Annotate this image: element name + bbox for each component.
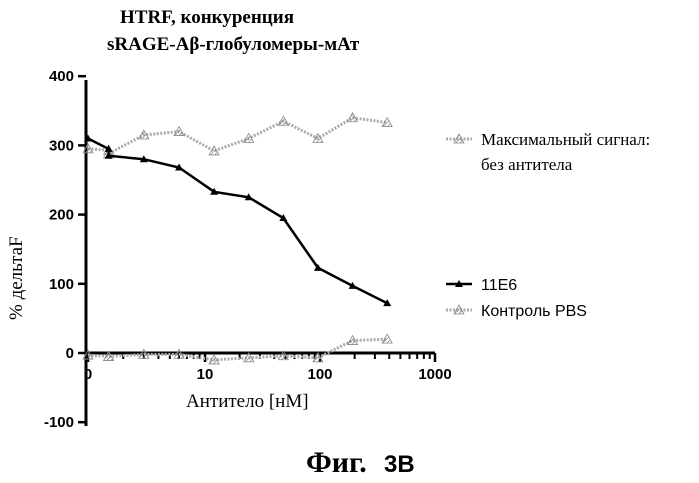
series-1	[84, 134, 391, 306]
series-line	[88, 118, 387, 154]
series-0	[83, 113, 392, 158]
x-axis-title: Антитело [нМ]	[186, 391, 309, 412]
y-tick-label: 0	[66, 345, 74, 362]
figure-caption-suffix: 3B	[384, 451, 415, 478]
x-tick-label: 10	[197, 366, 214, 383]
y-tick-label: 200	[49, 207, 74, 224]
figure-caption-main: Фиг.	[306, 446, 367, 479]
data-point	[382, 118, 392, 127]
legend: Максимальный сигнал: без антитела 11E6 Конт…	[446, 130, 650, 320]
series-layer	[83, 113, 392, 364]
y-tick-label: 100	[49, 276, 74, 293]
data-point	[382, 334, 392, 343]
legend-label: без антитела	[481, 155, 573, 174]
x-tick-label: 1000	[418, 366, 451, 383]
x-tick-label: 100	[307, 366, 332, 383]
data-point	[278, 116, 288, 125]
legend-label: Максимальный сигнал:	[481, 130, 650, 149]
y-tick-label: -100	[44, 414, 74, 431]
series-line	[88, 139, 387, 304]
legend-marker	[454, 305, 464, 314]
axes: -100 0 100 200 300 400 0 10 100 1000	[44, 68, 452, 431]
series-2	[83, 334, 392, 364]
y-tick-label: 300	[49, 137, 74, 154]
data-point	[348, 336, 358, 345]
y-axis-title: % дельтаF	[6, 236, 27, 320]
series-line	[88, 339, 387, 360]
data-point	[348, 113, 358, 122]
legend-marker	[454, 134, 464, 143]
chart-title-line2: sRAGE-Aβ-глобуломеры-мАт	[107, 34, 360, 55]
x-tick-label: 0	[84, 366, 92, 383]
y-tick-label: 400	[49, 68, 74, 85]
legend-label: Контроль PBS	[481, 303, 587, 320]
legend-label: 11E6	[481, 277, 517, 294]
chart-title-line1: HTRF, конкуренция	[120, 7, 294, 28]
